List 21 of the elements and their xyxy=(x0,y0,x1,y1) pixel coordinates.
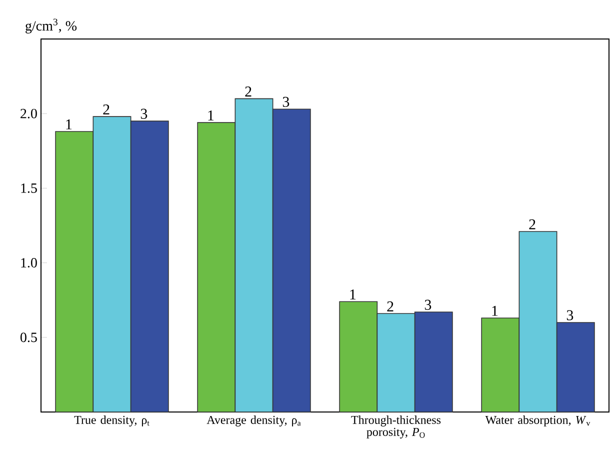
series-label: 2 xyxy=(103,104,110,114)
y-tick-label: 2.0 xyxy=(20,108,37,118)
series-label: 3 xyxy=(140,108,148,119)
y-tick-label: 1.5 xyxy=(21,183,37,193)
text: 1 xyxy=(350,289,356,300)
x-tick-label: Through-thickness porosity, P$_{O}$ xyxy=(351,416,441,438)
text: 2 xyxy=(387,301,394,312)
text: 3 xyxy=(566,310,574,320)
text: 3 xyxy=(282,96,290,107)
text: 1 xyxy=(492,306,498,316)
text: 3 xyxy=(424,300,432,310)
text: 2 xyxy=(529,219,536,230)
y-tick-label: 1.0 xyxy=(21,258,37,268)
x-tick-label: True density, ρ$_{t}$ xyxy=(74,416,150,426)
text: 1 xyxy=(208,110,214,120)
y-tick-label: 0.5 xyxy=(20,332,37,342)
y-axis-title: g/cm$^{3}$, % xyxy=(26,18,77,34)
x-tick-label: Water absorption, W$_{v}$ xyxy=(485,416,590,426)
series-label: 1 xyxy=(66,119,72,130)
x-tick-label: Average density, ρ$_{a}$ xyxy=(206,416,301,426)
text: 2 xyxy=(245,86,252,96)
